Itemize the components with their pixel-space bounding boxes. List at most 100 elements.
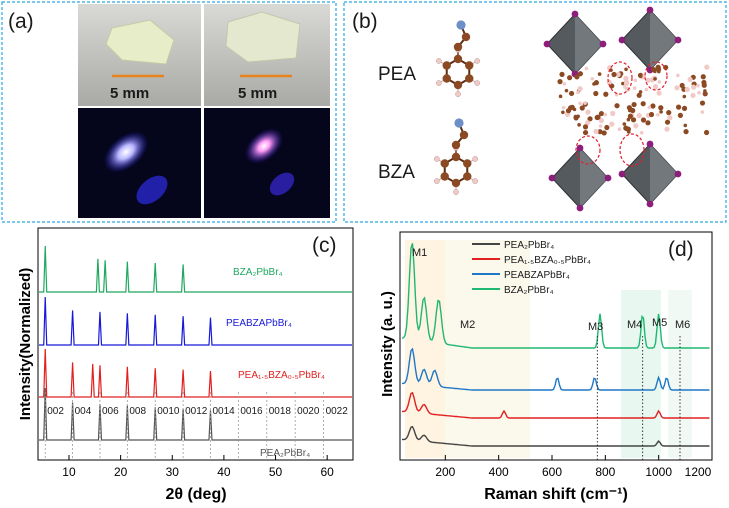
x-tick-label: 60 xyxy=(321,465,335,479)
organic-layer-atom xyxy=(572,107,577,112)
organic-layer-atom xyxy=(598,110,605,117)
organic-layer-atom xyxy=(684,86,690,93)
organic-layer-atom xyxy=(675,104,682,110)
curve-label-pea15: PEA₁.₅BZA₀.₅PbBr₄ xyxy=(238,370,325,381)
raman-curve xyxy=(401,425,710,447)
pea-carbon-atom xyxy=(465,74,474,83)
organic-layer-atom xyxy=(574,74,580,80)
organic-layer-atom xyxy=(632,86,637,90)
pea-carbon-atom xyxy=(461,32,471,42)
octahedron-face xyxy=(650,10,678,70)
pea-hydrogen-atom xyxy=(474,80,480,86)
miller-label: 0012 xyxy=(185,406,208,417)
organic-layer-atom xyxy=(557,79,563,85)
mode-band-m6 xyxy=(668,290,692,458)
xrd-curve xyxy=(39,348,352,398)
mode-label-m1: M1 xyxy=(412,247,427,259)
bza-nitrogen-atom xyxy=(454,118,464,128)
organic-layer-atom xyxy=(663,64,669,71)
organic-layer-atom xyxy=(601,130,607,136)
bromine-atom xyxy=(646,200,654,208)
bromine-atom xyxy=(599,40,607,48)
organic-layer-atom xyxy=(568,90,575,97)
organic-layer-atom xyxy=(653,77,657,81)
panel-c: 002 004 006 008 0010 0012 0014 0016 0018 0020 0022… xyxy=(17,227,354,503)
organic-layer-atom xyxy=(598,124,603,128)
organic-layer-atom xyxy=(703,129,710,136)
organic-layer-atom xyxy=(577,86,583,92)
organic-layer-atom xyxy=(623,75,629,81)
x-tick-label: 1200 xyxy=(685,465,712,479)
organic-layer-atom xyxy=(696,83,700,88)
panel-d-label: (d) xyxy=(668,238,694,261)
organic-layer-atom xyxy=(623,85,627,89)
bromine-atom xyxy=(618,36,626,44)
organic-layer-atom xyxy=(567,105,574,111)
organic-layer-atom xyxy=(633,123,639,129)
pea-carbon-atom xyxy=(465,61,474,70)
pea-nitrogen-atom xyxy=(456,20,466,30)
organic-layer-atom xyxy=(645,77,651,83)
x-tick-label: 1000 xyxy=(645,465,672,479)
organic-layer-atom xyxy=(666,109,672,116)
x-tick-label: 600 xyxy=(542,465,562,479)
hydrogen-bond-highlight xyxy=(607,61,633,95)
organic-layer-atom xyxy=(621,81,625,86)
pea-hydrogen-atom xyxy=(436,80,442,86)
miller-label: 0018 xyxy=(269,406,292,417)
bza-carbon-atom xyxy=(463,159,472,168)
bza-hydrogen-atom xyxy=(453,189,459,195)
organic-layer-atom xyxy=(674,85,680,91)
organic-layer-atom xyxy=(630,117,637,123)
bromine-atom xyxy=(646,140,654,148)
organic-layer-atom xyxy=(597,129,603,135)
organic-layer-atom xyxy=(702,91,708,97)
organic-layer-atom xyxy=(579,105,585,111)
organic-layer-atom xyxy=(626,117,631,122)
curve-label-peabza: PEABZAPbBr₄ xyxy=(226,318,292,329)
organic-layer-atom xyxy=(655,64,661,70)
organic-layer-atom xyxy=(577,123,581,127)
organic-layer-atom xyxy=(640,101,646,107)
molecules xyxy=(434,20,480,195)
organic-layer-atom xyxy=(650,103,656,109)
organic-layer-atom xyxy=(567,75,573,81)
mode-label-m4: M4 xyxy=(627,319,642,331)
uv-crystal-left xyxy=(136,175,168,205)
organic-layer-atom xyxy=(564,88,569,93)
organic-layer-atom xyxy=(700,110,705,114)
organic-layer-atom xyxy=(603,112,608,117)
organic-layer-atom xyxy=(614,92,619,97)
organic-layer-atom xyxy=(603,91,609,97)
hydrogen-bond-highlight xyxy=(644,61,668,91)
raman-curve xyxy=(402,347,710,391)
c-ylabel: Intensity(Normalized) xyxy=(17,268,34,421)
bza-hydrogen-atom xyxy=(472,178,478,184)
pea-carbon-atom xyxy=(442,61,451,70)
organic-layer-atom xyxy=(633,78,638,83)
legend-text-pea15: PEA₁.₅BZA₀.₅PbBr₄ xyxy=(504,255,591,266)
organic-layer-atom xyxy=(559,71,565,77)
crystal-structure xyxy=(543,6,710,212)
organic-layer-atom xyxy=(614,103,620,109)
raman-curve xyxy=(401,243,710,349)
bromine-atom xyxy=(548,174,556,182)
organic-layer-atom xyxy=(604,124,610,131)
bromine-atom xyxy=(646,6,654,14)
panel-d: 200 400 600 800 1000 1200 PEA₂PbBr₄ PEA₁.₅BZA… xyxy=(379,231,713,503)
organic-layer-atom xyxy=(624,67,628,72)
raman-curve xyxy=(401,391,710,419)
curve-label-pea2: PEA₂PbBr₄ xyxy=(260,448,310,459)
x-tick-label: 400 xyxy=(489,465,509,479)
scale-label-right: 5 mm xyxy=(238,85,277,102)
pea-hydrogen-atom xyxy=(455,91,461,97)
organic-layer-atom xyxy=(611,71,617,78)
organic-layer-atom xyxy=(687,76,693,83)
organic-layer-atom xyxy=(699,100,706,106)
panel-c-label: (c) xyxy=(312,234,337,257)
photo-uv-right xyxy=(204,108,330,218)
uv-crystal-right xyxy=(269,172,295,196)
organic-layer-atom xyxy=(664,119,671,125)
organic-layer-atom xyxy=(639,130,644,135)
mode-band-m4 xyxy=(621,290,661,458)
